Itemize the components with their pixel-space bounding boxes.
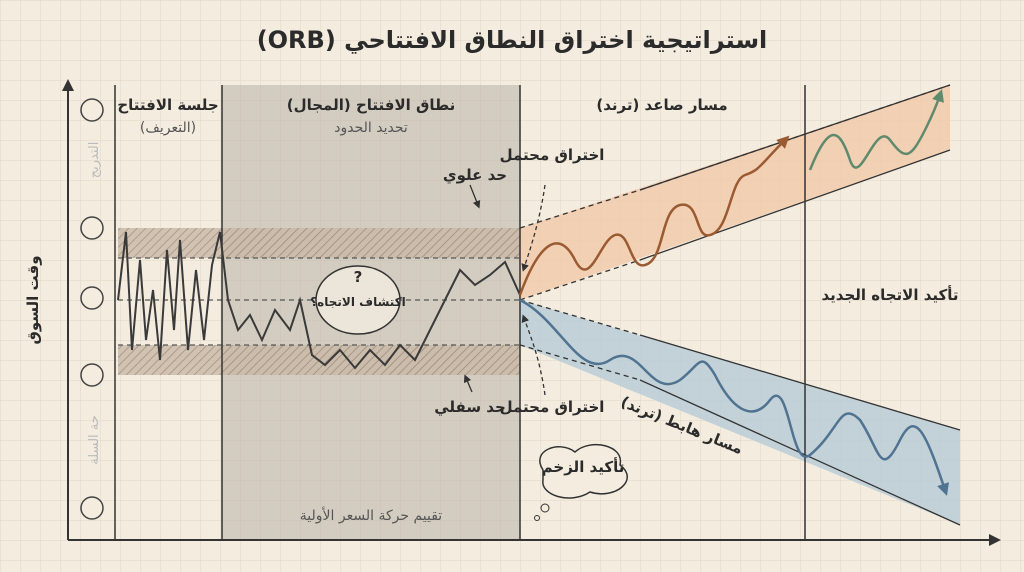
up-wave [518,135,790,296]
breakout-label: اختراق محتمل [500,146,605,164]
question-mark: ? [354,268,363,286]
cloud-dot [534,515,540,521]
section-title: تأكيد الاتجاه الجديد [821,285,958,304]
y-axis-label: وقت السوق [24,255,42,344]
title: استراتيجية اختراق النطاق الافتتاحي (ORB) [257,26,768,54]
section-subtitle: (التعريف) [140,120,196,136]
upper-bound-label: حد علوي [443,166,507,185]
dividers [114,85,806,540]
section-subtitle: تحديد الحدود [334,120,408,136]
discovery-label: اكتشاف الاتجاه؟ [310,295,406,309]
breakout-label: اختراق محتمل [500,398,605,416]
down-wave [519,298,949,496]
cloud-dot [540,503,550,513]
pointer-arrows [463,184,546,396]
section-footer: تقييم حركة السعر الأولية [300,506,443,524]
down-channel [520,300,960,525]
faded-label: حة السلة [87,415,102,465]
clocks [80,98,104,520]
momentum-label: تأكيد الزخم [542,457,625,476]
section-title: مسار صاعد (ترند) [596,96,727,114]
section-title: نطاق الافتتاح (المجال) [287,96,456,114]
upper-band [118,228,520,258]
price-line [117,231,521,370]
faded-label: التدريج [87,142,102,179]
lower-bound-label: حد سفلي [434,398,506,416]
section-title: جلسة الافتتاح [117,96,218,114]
confirm-wave [808,89,944,171]
discovery-bubble [315,265,401,335]
thought-cloud [539,443,628,499]
